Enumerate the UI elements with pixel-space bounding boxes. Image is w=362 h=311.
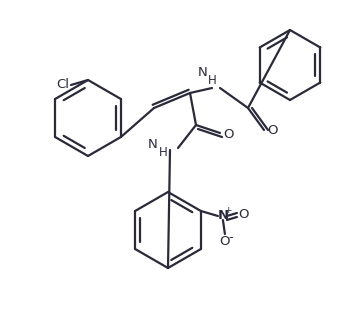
Text: N: N: [148, 137, 158, 151]
Text: O: O: [223, 128, 233, 142]
Text: H: H: [208, 73, 216, 86]
Text: Cl: Cl: [56, 78, 70, 91]
Text: O: O: [239, 208, 249, 221]
Text: -: -: [228, 231, 233, 244]
Text: H: H: [159, 146, 167, 159]
Text: O: O: [267, 124, 277, 137]
Text: +: +: [224, 207, 232, 216]
Text: O: O: [220, 235, 230, 248]
Text: N: N: [217, 210, 228, 222]
Text: N: N: [198, 67, 208, 80]
